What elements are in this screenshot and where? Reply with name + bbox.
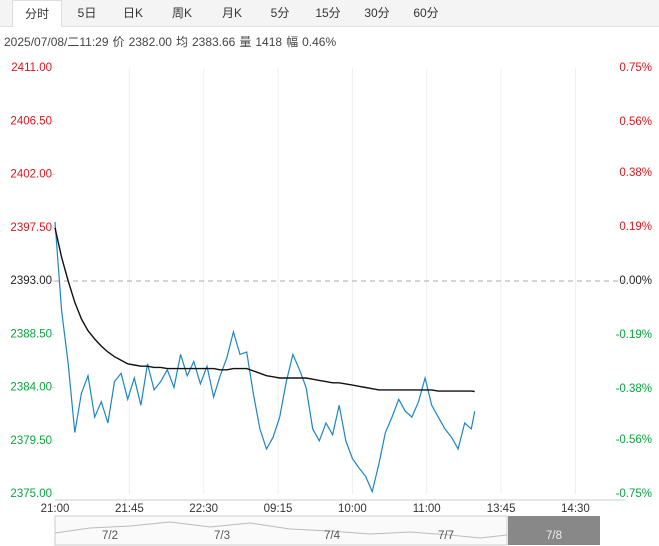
y-tick-label: 2411.00 <box>11 62 52 74</box>
info-item: 量 <box>239 35 252 49</box>
x-tick-label: 14:30 <box>561 503 590 515</box>
navigator-line <box>54 521 508 539</box>
y2-tick-label: -0.56% <box>616 434 652 446</box>
navigator <box>54 515 508 546</box>
info-item: 幅 <box>286 35 299 49</box>
x-tick-label: 09:15 <box>264 503 293 515</box>
y2-tick-label: 0.56% <box>619 116 652 128</box>
tab[interactable]: 30分 <box>364 6 390 20</box>
tab[interactable]: 月K <box>221 6 242 20</box>
info-item: 2383.66 <box>191 35 236 49</box>
navigator-label: 7/2 <box>102 530 118 542</box>
x-tick-label: 21:45 <box>115 503 144 515</box>
navigator-label: 7/3 <box>214 530 230 542</box>
navigator-selection[interactable] <box>508 516 600 545</box>
info-item: 价 <box>112 35 125 49</box>
y-tick-label: 2388.50 <box>10 328 52 340</box>
y-tick-label: 2397.50 <box>10 222 52 234</box>
tab[interactable]: 日K <box>122 6 143 20</box>
y2-tick-label: 0.19% <box>619 221 652 233</box>
y-tick-label: 2402.00 <box>10 169 52 181</box>
tab[interactable]: 分时 <box>12 0 62 27</box>
info-item: 2382.00 <box>128 35 172 49</box>
y-tick-label: 2406.50 <box>10 115 52 127</box>
y-tick-label: 2384.00 <box>10 382 52 394</box>
tab[interactable]: 5分 <box>270 6 290 20</box>
average-line <box>54 227 475 393</box>
x-tick-label: 22:30 <box>189 503 218 515</box>
y2-tick-label: 0.75% <box>619 62 652 74</box>
tab-bar: 分时 5日 日K 周K 月K 5分 15分 30分 60分 <box>0 0 659 27</box>
x-tick-label: 21:00 <box>41 503 70 515</box>
tab[interactable]: 15分 <box>315 6 341 20</box>
y-tick-label: 2379.50 <box>10 435 52 447</box>
y-tick-label: 2393.00 <box>10 275 52 287</box>
y2-tick-label: -0.38% <box>616 383 652 395</box>
navigator-label: 7/8 <box>546 530 562 542</box>
x-tick-label: 13:45 <box>487 503 516 515</box>
info-item: 均 <box>175 35 188 49</box>
y2-tick-label: -0.75% <box>616 488 652 500</box>
navigator-label: 7/4 <box>324 530 341 542</box>
y-tick-label: 2375.00 <box>10 488 52 500</box>
tab[interactable]: 周K <box>171 6 192 20</box>
x-tick-label: 10:00 <box>338 503 367 515</box>
info-bar: 2025/07/08/二11:29 价 2382.00 均 2383.66 量 1418 幅 0… <box>4 33 340 50</box>
price-line <box>54 221 476 494</box>
x-tick-label: 11:00 <box>413 503 441 515</box>
y2-tick-label: -0.19% <box>616 329 652 341</box>
tab[interactable]: 60分 <box>413 6 439 20</box>
navigator-label: 7/7 <box>438 530 454 542</box>
info-item: 1418 <box>255 35 283 49</box>
y2-tick-label: 0.38% <box>619 167 652 179</box>
info-item: 2025/07/08/二11:29 <box>4 35 109 49</box>
info-item: 0.46% <box>302 35 337 49</box>
tab[interactable]: 5日 <box>77 6 97 20</box>
y2-tick-label: 0.00% <box>619 275 652 287</box>
